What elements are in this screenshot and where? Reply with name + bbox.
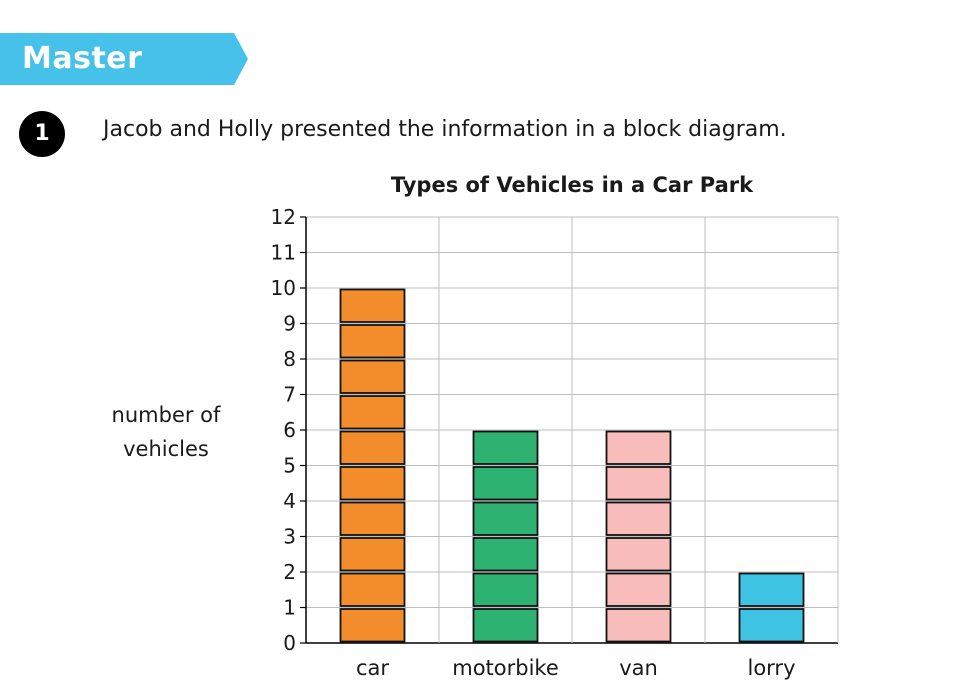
banner-shape [0,33,248,85]
bar-block-lorry [738,608,805,643]
bar-block-car [339,572,406,607]
y-tick-label: 4 [283,489,296,513]
question-number-badge: 1 [19,111,65,157]
y-tick-label: 12 [271,205,296,229]
bar-block-car [339,359,406,394]
y-tick-label: 5 [283,454,296,478]
bar-block-car [339,395,406,430]
x-tick-label: motorbike [452,656,559,680]
banner-label: Master [22,41,143,76]
bar-block-van [605,430,672,465]
bar-block-motorbike [472,466,539,501]
y-tick-label: 8 [283,347,296,371]
section-banner: Master [0,33,248,85]
bar-block-car [339,537,406,572]
x-tick-label: car [356,656,389,680]
y-tick-label: 0 [283,631,296,655]
bar-block-van [605,537,672,572]
bar-block-car [339,466,406,501]
bar-block-van [605,466,672,501]
bar-block-van [605,572,672,607]
y-axis-label-line-2: vehicles [123,437,209,461]
y-tick-label: 3 [283,525,296,549]
y-axis-label-line-1: number of [111,403,221,427]
y-tick-label: 2 [283,560,296,584]
x-tick-label: lorry [747,656,795,680]
bar-block-motorbike [472,501,539,536]
y-tick-label: 6 [283,418,296,442]
bar-block-van [605,608,672,643]
y-tick-label: 9 [283,312,296,336]
y-tick-label: 7 [283,383,296,407]
bar-block-car [339,324,406,359]
bar-block-motorbike [472,537,539,572]
y-tick-label: 10 [271,276,296,300]
bar-block-car [339,501,406,536]
bar-block-car [339,430,406,465]
bar-block-lorry [738,572,805,607]
bar-block-motorbike [472,608,539,643]
y-tick-label: 1 [283,596,296,620]
bar-block-motorbike [472,572,539,607]
bar-block-van [605,501,672,536]
y-axis-label: number of vehicles [96,398,236,466]
chart-title: Types of Vehicles in a Car Park [391,173,754,197]
bar-block-motorbike [472,430,539,465]
y-tick-label: 11 [271,241,296,265]
bar-block-car [339,288,406,323]
bar-block-car [339,608,406,643]
x-tick-label: van [619,656,658,680]
question-text: Jacob and Holly presented the informatio… [103,117,787,142]
